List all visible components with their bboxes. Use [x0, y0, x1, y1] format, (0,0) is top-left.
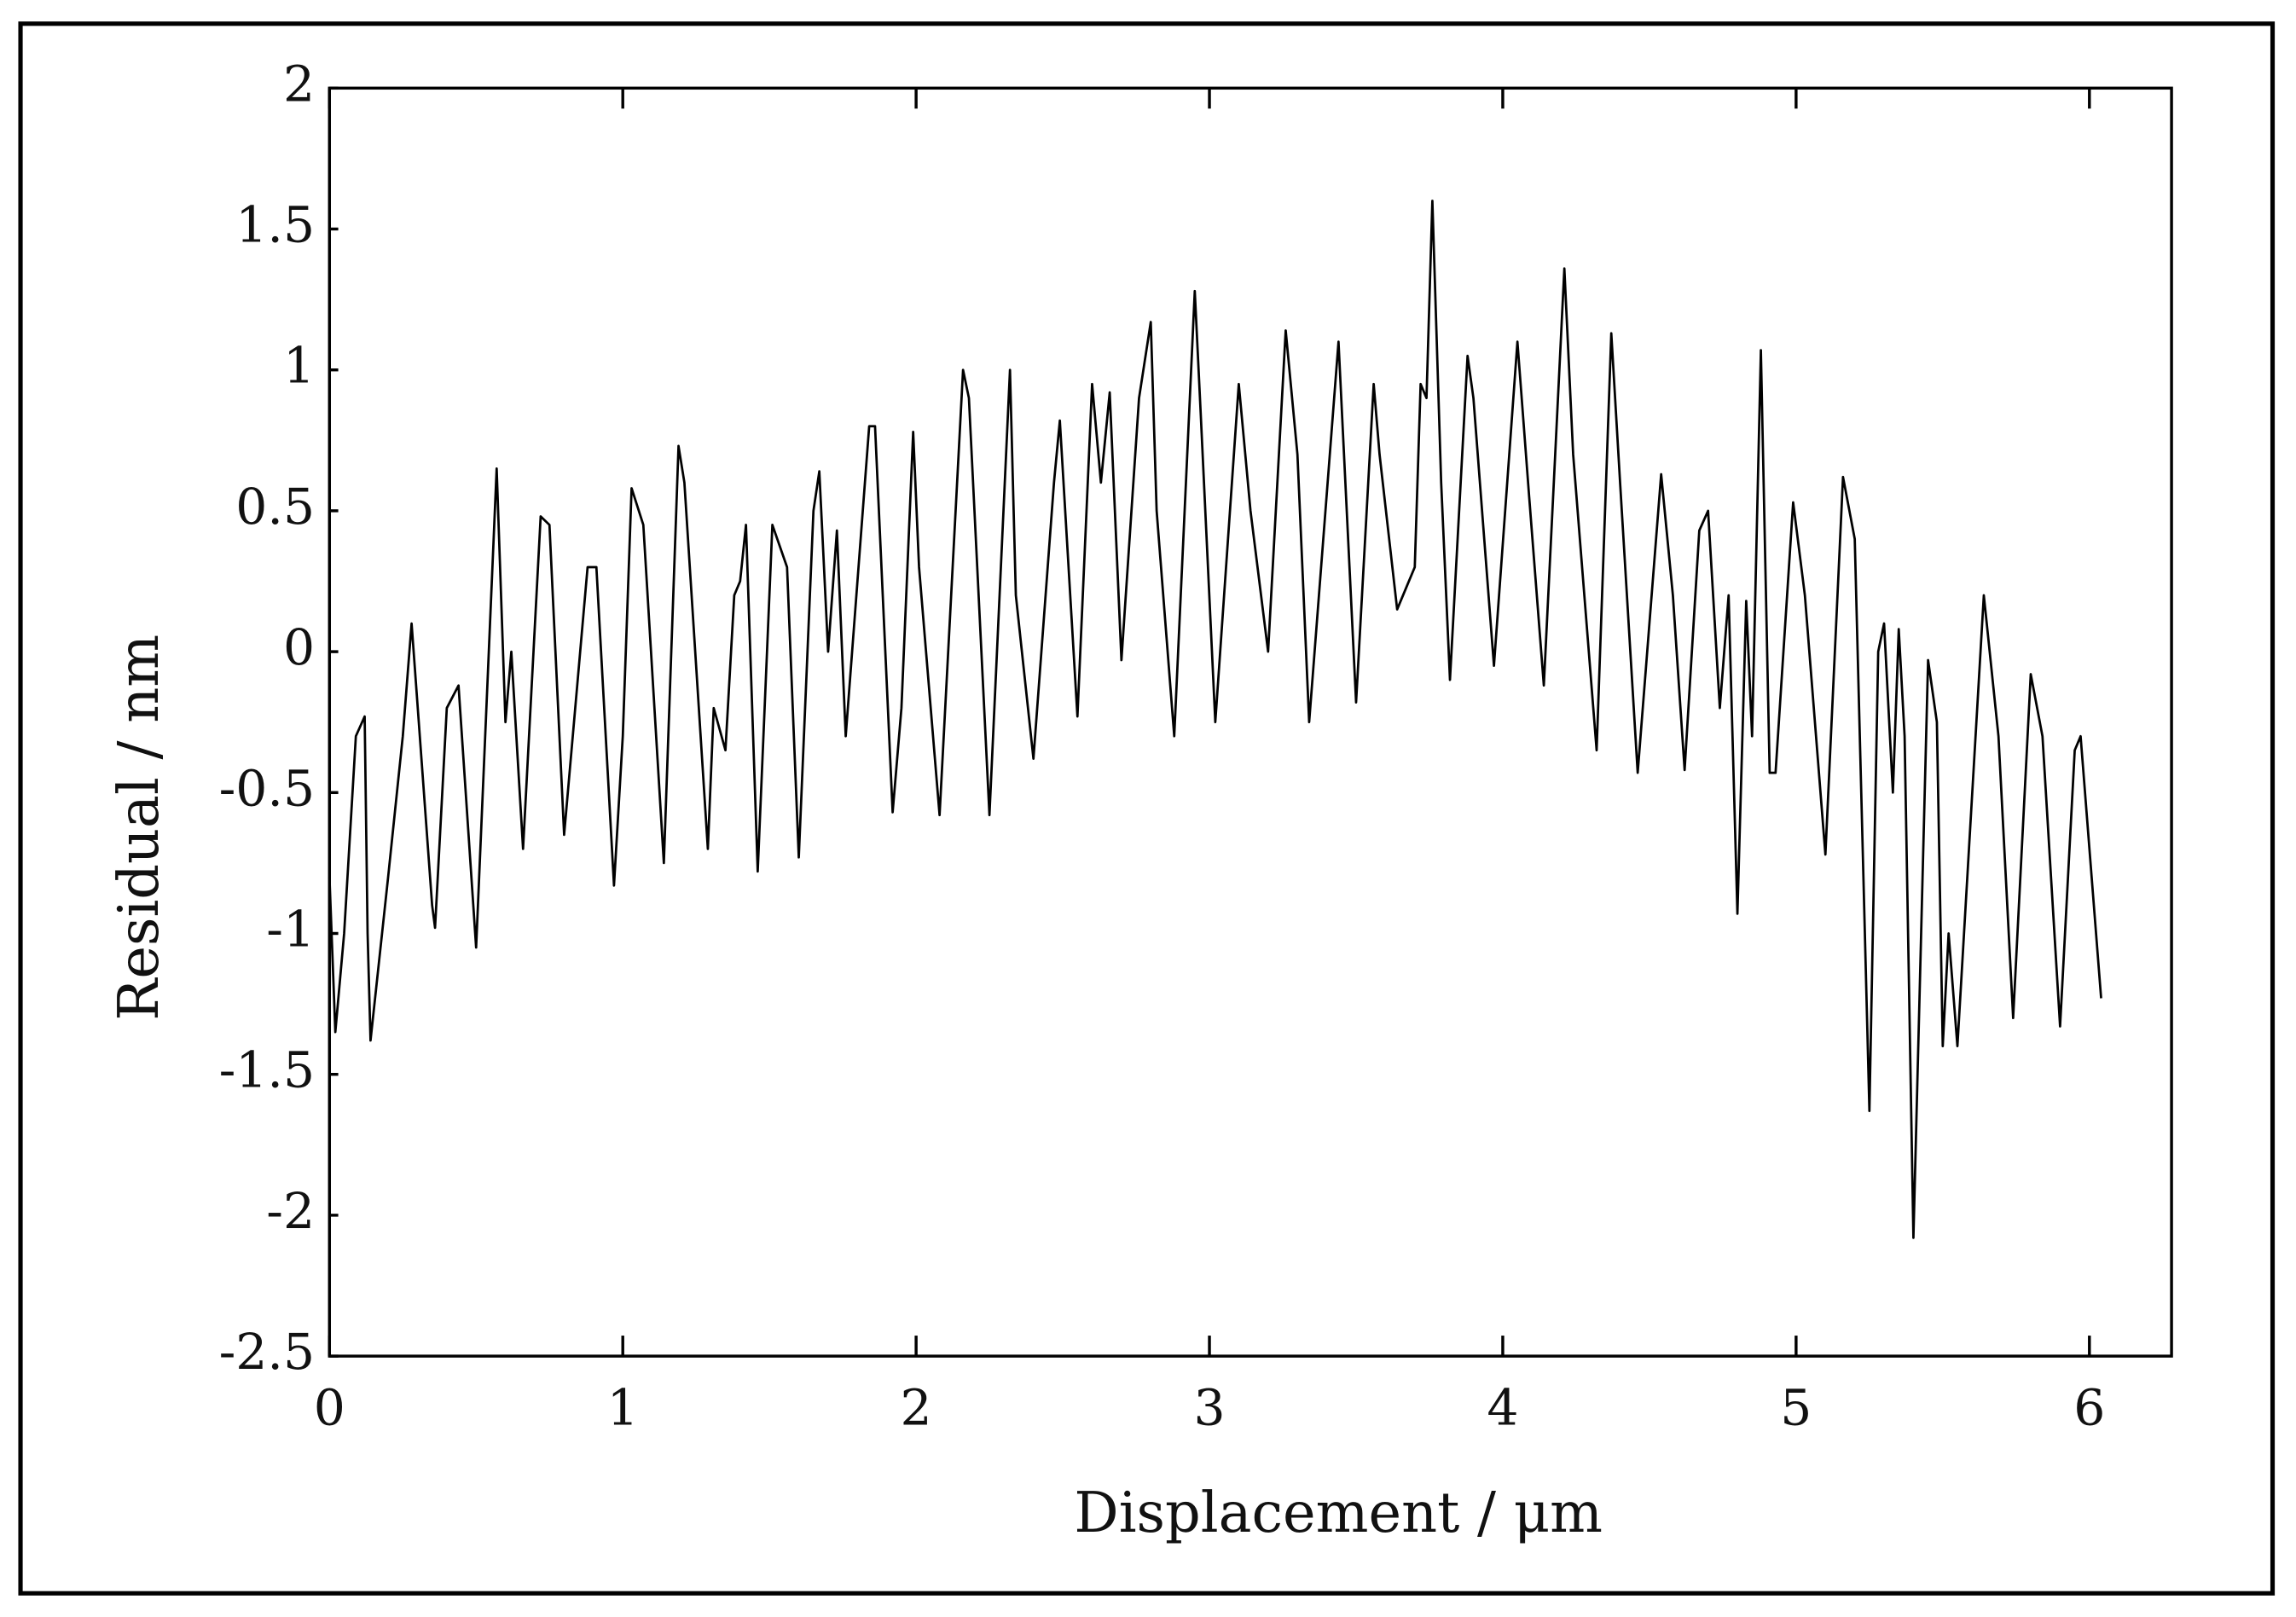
x-tick-label: 6 — [2073, 1378, 2105, 1436]
x-tick-label: 2 — [901, 1378, 932, 1436]
x-tick-label: 0 — [314, 1378, 345, 1436]
data-line — [328, 200, 2102, 1239]
y-axis-label: Residual / nm — [107, 635, 171, 1021]
x-axis-label: Displacement / μm — [1074, 1481, 1603, 1545]
y-tick-label: -0.5 — [219, 759, 316, 817]
y-tick-label: 2 — [283, 55, 315, 113]
x-tick-label: 3 — [1193, 1378, 1225, 1436]
y-tick-label: 0 — [283, 618, 315, 676]
y-tick-label: 1.5 — [235, 196, 315, 254]
y-tick-label: -2 — [266, 1182, 315, 1240]
plot-frame — [328, 86, 2173, 1358]
x-tick-label: 4 — [1487, 1378, 1518, 1436]
x-tick-label: 5 — [1780, 1378, 1812, 1436]
figure-frame — [18, 21, 2276, 1596]
x-tick-label: 1 — [607, 1378, 639, 1436]
y-tick-label: -1 — [266, 901, 315, 959]
y-tick-label: -2.5 — [219, 1323, 316, 1381]
y-tick-label: 1 — [283, 337, 315, 395]
y-tick-label: 0.5 — [235, 478, 315, 536]
y-tick-label: -1.5 — [219, 1041, 316, 1099]
